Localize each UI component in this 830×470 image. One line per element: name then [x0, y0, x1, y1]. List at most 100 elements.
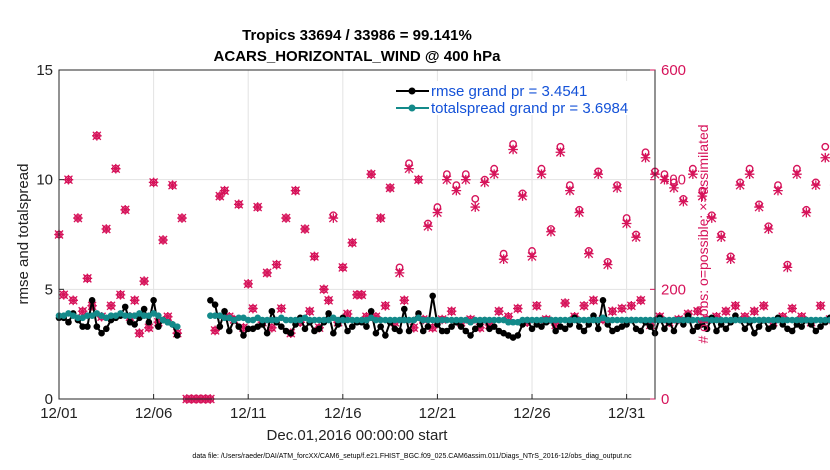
obs-assimilated-marker: [744, 169, 755, 179]
obs-assimilated-marker: [233, 199, 244, 210]
series-point-totalspread: [339, 316, 347, 324]
obs-assimilated-marker: [489, 169, 499, 179]
series-point-totalspread: [661, 316, 668, 324]
series-point-totalspread: [632, 316, 640, 324]
series-point-rmse: [268, 307, 276, 315]
obs-assimilated-marker: [508, 144, 518, 155]
series-point-totalspread: [760, 316, 768, 324]
series-point-totalspread: [604, 316, 611, 324]
series-point-totalspread: [235, 314, 243, 322]
series-point-totalspread: [438, 316, 446, 324]
series-point-rmse: [722, 325, 730, 333]
series-point-rmse: [315, 325, 323, 333]
series-point-totalspread: [476, 316, 484, 324]
series-point-totalspread: [396, 316, 403, 324]
obs-assimilated-marker: [281, 213, 291, 223]
series-point-totalspread: [642, 316, 649, 324]
series-point-totalspread: [490, 316, 498, 324]
obs-assimilated-marker: [560, 298, 570, 308]
obs-assimilated-marker: [162, 311, 173, 322]
obs-possible-marker: [471, 194, 480, 203]
obs-assimilated-marker: [815, 300, 826, 311]
obs-assimilated-marker: [513, 303, 523, 314]
x-axis: 12/01 12/06 12/11 12/16 12/21 12/26 12/31: [40, 394, 645, 422]
series-point-rmse: [235, 323, 243, 330]
obs-assimilated-marker: [408, 322, 419, 333]
obs-assimilated-marker: [144, 322, 154, 333]
series-point-totalspread: [722, 316, 730, 324]
series-point-totalspread: [694, 316, 701, 324]
series-point-rmse: [457, 323, 465, 330]
series-point-rmse: [594, 325, 602, 333]
obs-assimilated-marker: [503, 311, 514, 322]
obs-assimilated-marker: [309, 251, 320, 262]
series-point-totalspread: [628, 316, 635, 324]
series-point-rmse: [401, 305, 408, 313]
series-point-totalspread: [609, 316, 616, 324]
series-point-rmse: [377, 323, 384, 330]
series-point-totalspread: [590, 316, 597, 324]
obs-assimilated-marker: [276, 303, 287, 314]
series-point-totalspread: [689, 316, 697, 324]
series-point-rmse: [599, 297, 607, 304]
obs-assimilated-marker: [531, 300, 542, 311]
series-point-totalspread: [751, 316, 758, 324]
series-point-totalspread: [155, 312, 162, 319]
obs-assimilated-marker: [470, 202, 481, 212]
x-tick-label: 12/16: [324, 405, 362, 422]
series-point-totalspread: [765, 316, 772, 324]
series-point-totalspread: [268, 316, 276, 324]
series-point-rmse: [225, 327, 233, 335]
series-point-totalspread: [391, 316, 399, 324]
series-point-rmse: [438, 327, 446, 335]
obs-assimilated-marker: [243, 279, 254, 289]
series-point-rmse: [382, 332, 389, 339]
obs-assimilated-marker: [375, 213, 386, 223]
plot-area: [59, 70, 655, 399]
obs-assimilated-marker: [631, 232, 641, 243]
series-point-totalspread: [443, 316, 451, 324]
obs-assimilated-marker: [271, 259, 282, 270]
series-point-totalspread: [457, 316, 465, 324]
obs-assimilated-marker: [612, 183, 622, 193]
y-right-tick-label: 200: [661, 281, 686, 298]
obs-assimilated-marker: [63, 174, 74, 185]
series-point-totalspread: [211, 312, 219, 319]
obs-possible-marker: [821, 142, 830, 151]
series-point-totalspread: [382, 316, 389, 324]
obs-assimilated-marker: [801, 207, 812, 218]
x-tick-label: 12/06: [135, 405, 173, 422]
obs-assimilated-marker: [347, 237, 358, 248]
obs-assimilated-marker: [356, 290, 367, 300]
series-point-totalspread: [519, 316, 526, 324]
series-point-rmse: [538, 323, 545, 330]
obs-assimilated-marker: [749, 306, 760, 317]
series-point-totalspread: [334, 316, 342, 324]
series-point-totalspread: [528, 316, 536, 324]
obs-assimilated-marker: [555, 147, 566, 158]
series-point-totalspread: [717, 316, 725, 324]
series-point-rmse: [713, 327, 720, 335]
obs-assimilated-marker: [92, 131, 102, 141]
obs-assimilated-marker: [669, 183, 679, 193]
obs-assimilated-marker: [139, 276, 149, 286]
series-point-totalspread: [557, 316, 564, 324]
obs-assimilated-marker: [300, 224, 310, 234]
x-tick-label: 12/21: [419, 405, 457, 422]
series-point-rmse: [348, 323, 356, 330]
y-tick-label: 10: [36, 172, 53, 189]
series-point-rmse: [817, 323, 824, 330]
obs-assimilated-marker: [338, 262, 348, 273]
series-point-totalspread: [509, 318, 517, 326]
series-point-totalspread: [774, 316, 782, 324]
series-point-totalspread: [561, 316, 569, 324]
obs-assimilated-marker: [399, 295, 410, 306]
obs-assimilated-marker: [517, 191, 528, 201]
series-point-totalspread: [126, 312, 134, 319]
series-point-totalspread: [74, 314, 82, 322]
x-tick-label: 12/31: [608, 405, 646, 422]
series-point-totalspread: [377, 316, 384, 324]
series-point-rmse: [552, 327, 559, 335]
obs-assimilated-marker: [262, 268, 272, 278]
